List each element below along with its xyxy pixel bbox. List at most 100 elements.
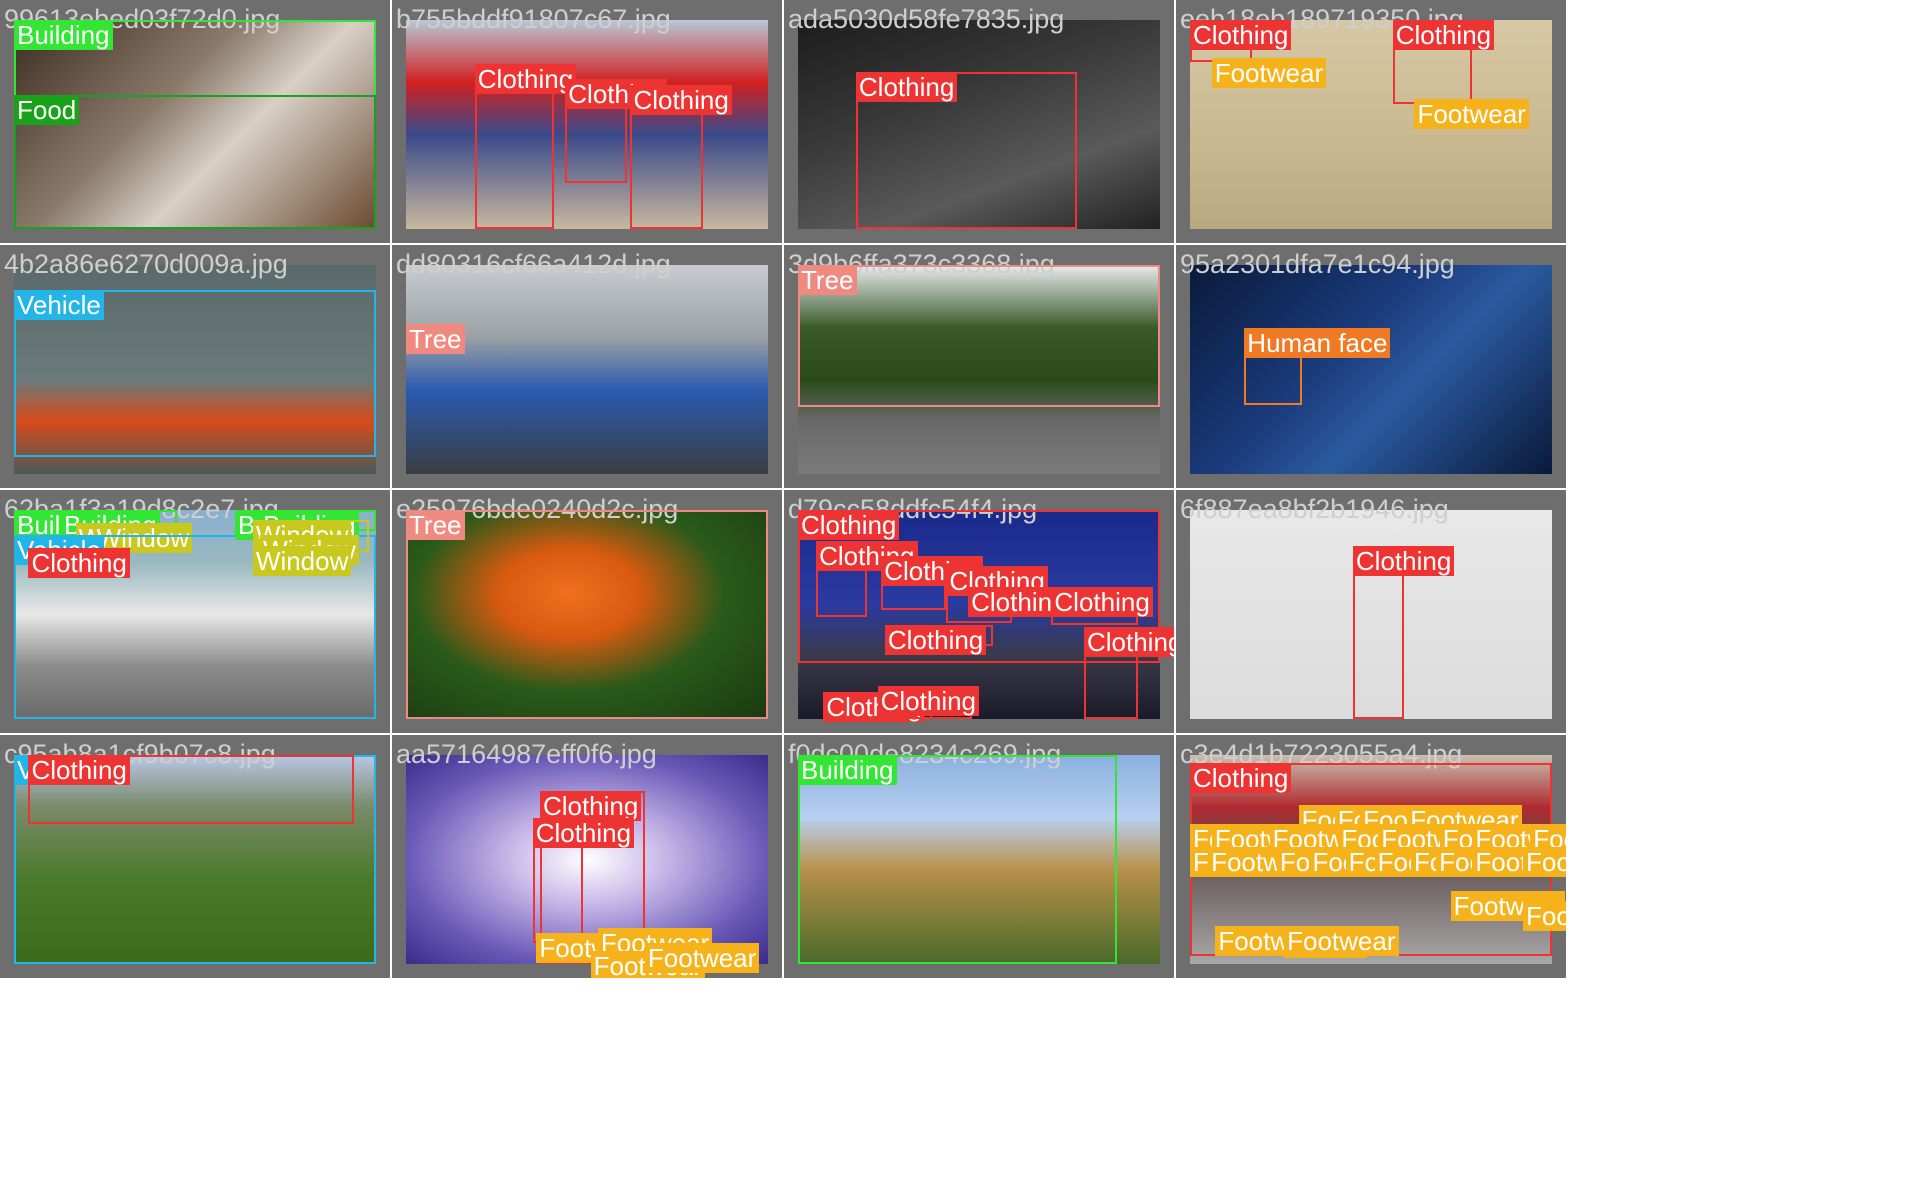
image-tile[interactable]: 99613ebed03f72d0.jpg Building Food [0,0,390,243]
bounding-box: Clothing [881,555,983,611]
box-label: Footwear [1211,57,1327,88]
bounding-box: Footwear [1208,846,1323,877]
box-label: Tree [406,510,465,540]
file-name: 95a2301dfa7e1c94.jpg [1180,249,1455,279]
box-label: Footwear [1523,901,1566,932]
bounding-box: Human face [1244,327,1391,406]
bounding-box: Footwear [1523,901,1566,932]
bounding-box: Clothing [28,547,130,578]
box-label: Footwear [644,943,760,974]
bounding-box: Clothing [798,510,1160,663]
bounding-box: Footwear [1215,926,1330,957]
image-tile[interactable]: 95a2301dfa7e1c94.jpg Human face [1176,245,1566,488]
photo [406,20,768,229]
box-label: Clothing [798,510,900,540]
bounding-box: Tree [406,323,465,354]
box-label: Window [93,522,193,553]
image-tile[interactable]: c3e4d1b7223055a4.jpg Clothing Footwear Foot… [1176,735,1566,978]
file-name: b755bddf91807c67.jpg [396,4,671,34]
box-label: Footwear [1523,846,1566,877]
box-label: Building [798,755,897,785]
photo [1190,265,1552,474]
box-label: Clothing [1051,587,1153,618]
box-label: Clothing [884,624,987,655]
image-tile[interactable]: f0dc00de8234c269.jpg Building [784,735,1174,978]
box-label: Building [14,20,113,50]
file-name: ada5030d58fe7835.jpg [788,4,1065,34]
photo [798,20,1160,229]
bounding-box: Clothing [816,541,918,617]
box-label: Clothing [532,817,635,848]
box-label: Food [14,95,80,126]
bounding-box: Footwear [590,951,705,978]
box-label: Tree [798,265,857,295]
bounding-box: Window [93,522,193,553]
image-tile[interactable]: ada5030d58fe7835.jpg Clothing [784,0,1174,243]
box-label: Clothing [1352,545,1455,576]
box-label: Clothing [1190,20,1292,50]
image-tile[interactable]: e25976bde0240d2c.jpg Tree [392,490,782,733]
photo [798,755,1160,964]
box-label: Clothing [1083,627,1174,658]
box-label: Clothing [539,790,642,821]
bounding-box: Footwear [1450,890,1566,921]
image-tile[interactable]: aa57164987eff0f6.jpg Clothing Clothing Foot… [392,735,782,978]
bounding-box: Clothing [1051,587,1153,625]
box-label: Window [252,545,352,576]
box-label: Footwear [1284,926,1399,957]
bounding-box: Tree [798,265,1160,408]
box-label: Clothing [28,547,130,578]
bounding-box: Clothing [1190,20,1292,62]
bounding-box: Footwear [644,943,760,974]
photo [14,755,376,964]
image-tile[interactable]: 3d9b6ffa373c3368.jpg Tree [784,245,1174,488]
bounding-box: Clothing [968,587,1070,618]
bounding-box: Clothing [1352,545,1455,719]
image-tile[interactable]: 6f887ea8bf2b1946.jpg Clothing [1176,490,1566,733]
box-label: Clothing [28,755,130,785]
box-label: Tree [406,323,465,354]
bounding-box: Clothing [884,624,994,655]
image-tile[interactable]: eeb18eb189719350.jpg Clothing Footwear Clot… [1176,0,1566,243]
image-tile[interactable]: b755bddf91807c67.jpg Clothing Clothing Clot… [392,0,782,243]
bounding-box: Footwear [1414,99,1529,130]
bounding-box: Clothing [855,72,1077,229]
photo [798,265,1160,474]
photo [1190,510,1552,719]
bounding-box: Building [798,755,1117,964]
bounding-box: Footwear [1523,846,1566,877]
file-name: 6f887ea8bf2b1946.jpg [1180,494,1449,524]
box-label: Footwear [1414,99,1529,130]
bounding-box: Clothing [565,78,667,184]
bounding-box: Clothing [1083,627,1174,719]
photo [406,510,768,719]
image-tile[interactable]: 62ba1f3a19d8c2e7.jpgBuildingBuildingWind… [0,490,390,733]
bounding-box: Footwear [1211,57,1327,88]
bounding-box: Footwear [1284,926,1399,958]
bounding-box: Food [14,95,376,229]
box-label: Clothing [474,63,577,94]
image-tile[interactable]: dd80316cf66a412d.jpg Tree [392,245,782,488]
bounding-box: Tree [406,510,768,719]
photo [406,265,768,474]
box-label: Human face [1244,327,1391,358]
box-label: Clothing [1190,763,1292,794]
bounding-box: Footwear [536,932,651,963]
bounding-box: Clothing [1392,20,1495,104]
box-label: Vehicle [14,290,104,321]
bounding-box: Clothing [532,817,635,944]
bounding-box: Clothing [474,63,577,229]
bounding-box: Clothing [28,755,355,824]
file-name: aa57164987eff0f6.jpg [396,739,657,769]
file-name: dd80316cf66a412d.jpg [396,249,671,279]
box-label: Clothing [630,84,732,115]
image-tile[interactable]: d79cc58ddfc54f4.jpg Clothing Clothing Cloth… [784,490,1174,733]
bounding-box: Clothing [630,84,732,229]
box-label: Clothing [877,685,980,716]
bounding-box: Clothing [877,685,980,719]
file-name: 4b2a86e6270d009a.jpg [4,249,288,279]
image-tile[interactable]: c95ab8a1cf9b07c8.jpgVehicleClothing [0,735,390,978]
image-tile[interactable]: 4b2a86e6270d009a.jpg Vehicle [0,245,390,488]
bounding-box: Window [252,545,352,576]
